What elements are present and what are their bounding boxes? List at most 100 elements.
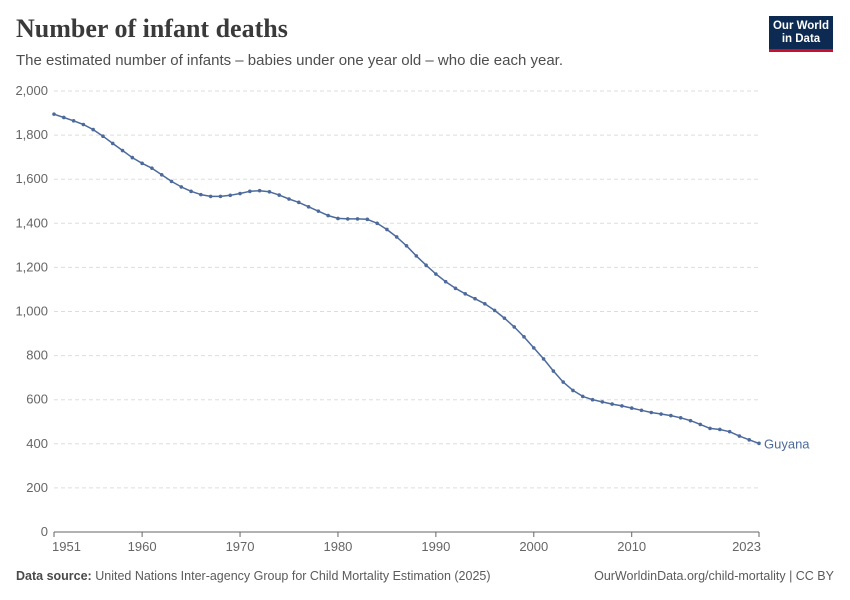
data-point (551, 369, 556, 373)
data-point (218, 194, 223, 199)
data-point (492, 308, 497, 313)
data-point (287, 197, 291, 201)
data-point (718, 427, 722, 432)
data-point (639, 408, 644, 413)
data-point (336, 216, 340, 221)
x-tick-label: 1980 (323, 539, 352, 554)
data-point (267, 189, 272, 194)
data-point (629, 406, 634, 410)
y-tick-label: 2,000 (15, 83, 48, 98)
data-point (385, 227, 389, 232)
data-point (698, 422, 703, 427)
data-point (355, 217, 360, 221)
data-point (414, 254, 419, 258)
data-point (512, 325, 517, 329)
y-tick-label: 0 (41, 524, 48, 539)
data-point (238, 191, 242, 196)
data-point (296, 200, 301, 205)
data-point (737, 434, 742, 438)
data-point (61, 115, 66, 120)
data-point (463, 292, 468, 296)
owid-logo[interactable]: Our World in Data (769, 16, 833, 52)
data-point (189, 189, 193, 194)
data-point (483, 301, 487, 306)
source-link[interactable]: OurWorldinData.org/child-mortality | CC … (594, 569, 834, 583)
x-tick-label: 1970 (226, 539, 255, 554)
data-point (757, 441, 761, 446)
data-point (345, 217, 350, 221)
data-point (561, 380, 565, 384)
data-point (169, 179, 174, 184)
x-tick-label: 2000 (519, 539, 548, 554)
y-tick-label: 600 (26, 392, 48, 407)
line-chart: 0 200 400 600 800 1,000 1,200 1,400 1,600 1,800 2,… (15, 83, 810, 554)
data-point (434, 272, 438, 276)
logo-line-1: Our World (772, 20, 829, 32)
series-line-guyana (53, 113, 760, 445)
data-point (600, 400, 605, 404)
data-point (375, 221, 379, 226)
data-point (326, 213, 330, 218)
data-point (571, 388, 575, 393)
data-point (424, 263, 428, 267)
data-point (443, 279, 448, 284)
y-tick-label: 400 (26, 436, 48, 451)
data-point (708, 426, 712, 431)
data-point (659, 412, 663, 416)
data-point (649, 410, 654, 415)
data-point (620, 404, 624, 408)
data-point (248, 189, 252, 194)
chart-subtitle: The estimated number of infants – babies… (16, 52, 564, 69)
data-point (52, 112, 56, 116)
data-point (140, 161, 144, 166)
data-point (228, 193, 233, 198)
x-tick-label: 2010 (617, 539, 646, 554)
y-tick-label: 1,600 (15, 171, 48, 186)
data-point (130, 155, 135, 160)
data-point (747, 438, 752, 442)
data-point (502, 316, 507, 320)
data-point (404, 243, 409, 248)
data-point (179, 185, 184, 189)
y-tick-label: 1,200 (15, 259, 48, 274)
data-point (727, 429, 732, 434)
y-tick-label: 1,400 (15, 215, 48, 230)
data-point (473, 296, 477, 301)
data-point (120, 148, 125, 153)
chart-title: Number of infant deaths (16, 14, 288, 43)
x-tick-label: 2023 (732, 539, 761, 554)
data-point (541, 357, 546, 361)
data-point (394, 235, 399, 239)
data-point (257, 188, 262, 193)
data-point (306, 204, 311, 209)
data-point (159, 172, 164, 177)
data-point (110, 141, 115, 146)
series-label: Guyana (764, 436, 810, 451)
data-point (678, 415, 683, 420)
y-tick-label: 1,800 (15, 127, 48, 142)
data-point (669, 413, 673, 418)
data-source: Data source: United Nations Inter-agency… (16, 569, 491, 583)
data-point (71, 118, 76, 123)
data-point (277, 193, 282, 197)
data-source-label: Data source: (16, 569, 92, 583)
data-point (590, 397, 595, 402)
data-point (365, 217, 370, 222)
x-tick-label: 1951 (52, 539, 81, 554)
y-tick-label: 200 (26, 480, 48, 495)
data-point (150, 166, 154, 170)
data-point (91, 127, 95, 132)
x-tick-label: 1960 (128, 539, 157, 554)
x-tick-label: 1990 (421, 539, 450, 554)
data-point (101, 134, 105, 139)
data-point (208, 194, 213, 199)
logo-line-2: in Data (781, 33, 821, 45)
data-point (453, 286, 458, 291)
y-tick-label: 800 (26, 348, 48, 363)
data-point (81, 122, 86, 127)
data-source-text[interactable]: United Nations Inter-agency Group for Ch… (95, 569, 491, 583)
data-point (688, 418, 693, 423)
data-point (610, 402, 614, 406)
data-point (531, 346, 536, 350)
data-point (199, 192, 203, 197)
